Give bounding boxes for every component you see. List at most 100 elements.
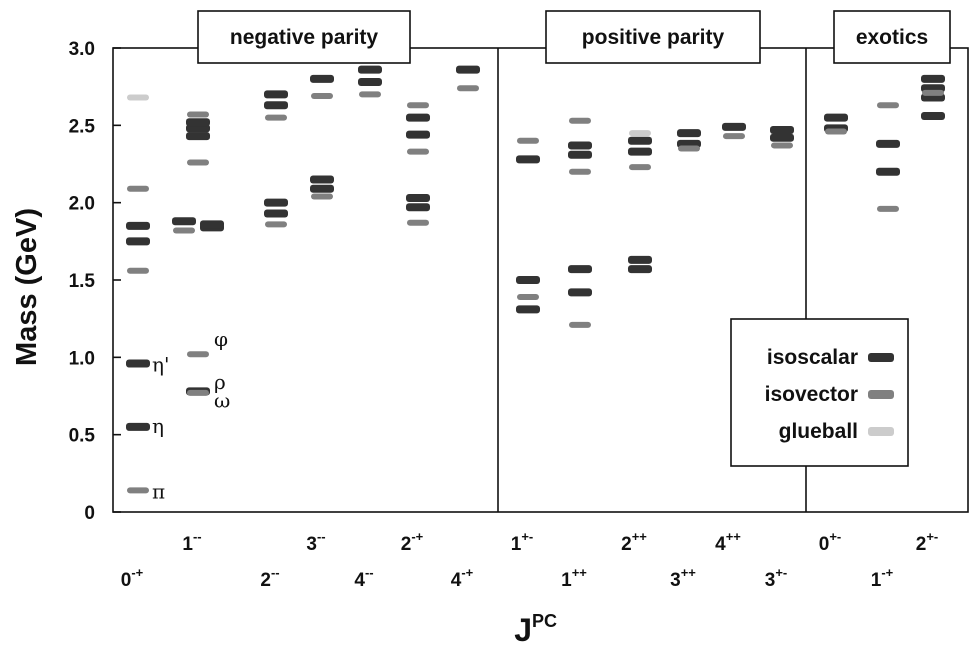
mass-level-isoscalar	[876, 167, 900, 176]
x-axis-title-sup: PC	[532, 611, 557, 631]
mass-level-isovector	[173, 227, 195, 234]
mass-level-isoscalar	[264, 198, 288, 207]
x-tick-label: 1-+	[871, 565, 894, 591]
x-tick-label: 1+-	[511, 529, 534, 555]
y-tick-label: 0.5	[69, 426, 96, 447]
section-title: positive parity	[582, 26, 725, 49]
mass-level-isovector	[311, 92, 333, 99]
mass-level-isovector	[629, 164, 651, 171]
section-positive-parity: positive parity	[545, 10, 761, 64]
mass-level-isovector	[771, 142, 793, 149]
x-tick-label: 3+-	[765, 565, 788, 591]
section-negative-parity: negative parity	[197, 10, 411, 64]
y-tick-label: 1.5	[69, 271, 96, 292]
x-tick-label: 2--	[260, 565, 279, 591]
mass-level-isoscalar	[516, 276, 540, 284]
x-tick-label: 4++	[715, 529, 741, 555]
legend: isoscalar isovector glueball	[730, 318, 909, 467]
x-tick-label: 4--	[354, 565, 373, 591]
mass-level-isoscalar	[186, 118, 210, 127]
legend-label: glueball	[779, 420, 858, 443]
mass-level-isoscalar	[921, 112, 945, 121]
particle-label: ρ	[214, 370, 226, 394]
mass-level-isoscalar	[876, 139, 900, 148]
mass-level-isovector	[187, 159, 209, 166]
mass-level-isovector	[127, 185, 149, 192]
y-tick-label: 1.0	[69, 348, 95, 369]
mass-level-isoscalar	[264, 90, 288, 99]
mass-level-isovector	[569, 168, 591, 175]
legend-label: isoscalar	[767, 346, 858, 369]
mass-level-isoscalar	[628, 255, 652, 264]
mass-level-isovector	[517, 137, 539, 144]
mass-level-isoscalar	[406, 194, 430, 203]
y-axis-ticks: 0 0.5 1.0 1.5 2.0 2.5 3.0	[69, 39, 121, 524]
mass-level-isoscalar	[516, 155, 540, 164]
x-tick-label: 4-+	[451, 565, 474, 591]
particle-label: ω	[214, 388, 230, 412]
legend-label: isovector	[765, 383, 858, 406]
mass-level-glueball	[629, 130, 651, 137]
x-tick-label: 3++	[670, 565, 696, 591]
mass-level-isovector	[127, 267, 149, 274]
mass-level-glueball	[127, 94, 149, 101]
mass-level-isovector	[517, 294, 539, 301]
section-title: exotics	[856, 26, 928, 49]
mass-level-isovector	[359, 91, 381, 98]
particle-labels: π η η' ωρφ	[152, 327, 230, 503]
mass-level-isoscalar	[126, 237, 150, 246]
mass-level-isovector	[877, 102, 899, 109]
mass-level-isovector	[569, 117, 591, 124]
mass-level-isoscalar	[568, 288, 592, 297]
mass-level-isovector	[877, 205, 899, 212]
mass-levels	[126, 65, 945, 494]
mass-level-isoscalar	[186, 132, 210, 141]
mass-level-isoscalar	[628, 265, 652, 274]
mass-level-isoscalar	[126, 422, 150, 431]
mass-level-isovector	[407, 219, 429, 226]
particle-label: π	[152, 479, 165, 503]
mass-level-isoscalar	[770, 133, 794, 142]
mass-level-isoscalar	[310, 74, 334, 83]
svg-text:J: J	[514, 612, 532, 648]
legend-swatch	[868, 390, 894, 399]
y-axis-title: Mass (GeV)	[11, 208, 43, 366]
mass-level-isoscalar	[770, 125, 794, 134]
mass-level-isovector	[569, 321, 591, 328]
mass-level-isoscalar	[310, 175, 334, 184]
mass-level-isoscalar	[456, 65, 480, 74]
mass-level-isovector	[187, 389, 209, 396]
x-tick-label: 1--	[182, 529, 201, 555]
x-axis-ticks: 0-+ 1-- 2-- 3-- 4-- 2-+ 4-+ 1+- 1++ 2++ 3++ 4++ 3+- 0…	[121, 529, 939, 591]
mass-level-isovector	[825, 128, 847, 135]
mass-level-isoscalar	[921, 74, 945, 83]
section-title: negative parity	[230, 26, 379, 49]
mass-level-isoscalar	[568, 265, 592, 274]
mass-level-isovector	[407, 102, 429, 109]
mass-level-isoscalar	[310, 184, 334, 193]
x-tick-label: 2+-	[916, 529, 939, 555]
x-tick-label: 3--	[306, 529, 325, 555]
x-axis-title-main: J	[514, 612, 532, 648]
section-exotics: exotics	[833, 10, 951, 64]
mass-level-isoscalar	[406, 113, 430, 122]
mass-level-isoscalar	[516, 305, 540, 314]
legend-swatch	[868, 353, 894, 362]
mass-level-isoscalar	[824, 113, 848, 122]
mass-level-isovector	[407, 148, 429, 155]
x-tick-label: 2++	[621, 529, 647, 555]
mass-level-isoscalar	[126, 221, 150, 230]
mass-level-isovector	[678, 145, 700, 152]
y-tick-label: 3.0	[69, 39, 95, 60]
mass-level-isovector	[922, 89, 944, 96]
mass-level-isovector	[723, 133, 745, 140]
mass-level-isoscalar	[628, 147, 652, 156]
mass-level-isoscalar	[264, 209, 288, 218]
mass-level-isovector	[311, 193, 333, 200]
x-tick-label: 1++	[561, 565, 587, 591]
y-tick-label: 0	[84, 503, 95, 524]
x-tick-label: 2-+	[401, 529, 424, 555]
mass-level-isovector	[187, 351, 209, 358]
mass-level-isoscalar	[358, 65, 382, 74]
